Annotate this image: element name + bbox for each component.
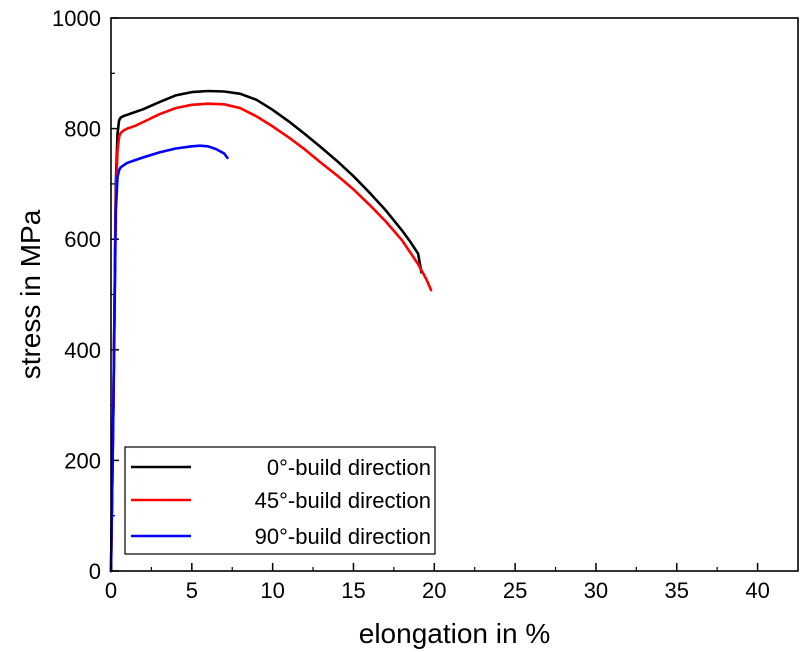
y-tick-label: 800: [64, 117, 101, 142]
series-line-0: [109, 89, 423, 573]
plot-frame: [110, 17, 799, 572]
y-tick-labels: 0 200 400 600 800 1000: [52, 6, 101, 584]
x-tick-label: 5: [186, 578, 198, 603]
legend-label-2: 90°-build direction: [255, 524, 431, 549]
x-tick-label: 0: [105, 578, 117, 603]
y-axis-label: stress in MPa: [15, 209, 46, 379]
x-tick-label: 30: [584, 578, 608, 603]
y-tick-label: 0: [89, 559, 101, 584]
x-tick-label: 10: [260, 578, 284, 603]
x-tick-label: 35: [665, 578, 689, 603]
legend-label-0: 0°-build direction: [267, 455, 431, 480]
x-axis-label: elongation in %: [359, 618, 550, 649]
series-line-2: [109, 144, 229, 573]
legend-label-1: 45°-build direction: [255, 488, 431, 513]
y-tick-label: 1000: [52, 6, 101, 31]
legend: 0°-build direction 45°-build direction 90°…: [124, 446, 436, 555]
x-tick-label: 15: [341, 578, 365, 603]
series-layer: [109, 89, 433, 573]
series-line-1: [109, 102, 433, 573]
x-tick-label: 25: [503, 578, 527, 603]
x-tick-label: 40: [745, 578, 769, 603]
x-tick-label: 20: [422, 578, 446, 603]
y-tick-label: 200: [64, 448, 101, 473]
legend-entries: 0°-build direction 45°-build direction 90°…: [131, 455, 431, 549]
y-tick-label: 400: [64, 338, 101, 363]
y-tick-label: 600: [64, 227, 101, 252]
x-tick-labels: 0 5 10 15 20 25 30 35 40: [105, 578, 770, 603]
